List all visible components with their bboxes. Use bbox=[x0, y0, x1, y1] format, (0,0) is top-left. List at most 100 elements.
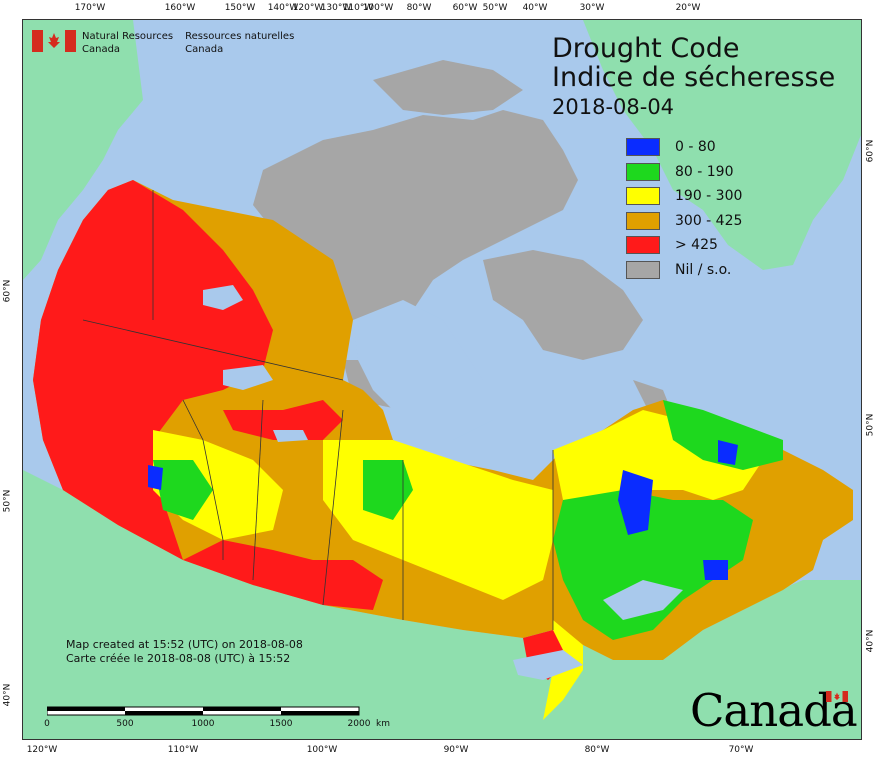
great-lakes bbox=[513, 650, 583, 680]
lat-label: 40°N bbox=[2, 683, 13, 707]
legend-item: 300 - 425 bbox=[626, 209, 742, 234]
hudson-bay bbox=[353, 300, 493, 440]
legend-label: 80 - 190 bbox=[675, 163, 734, 180]
lon-label: 80°W bbox=[406, 3, 432, 13]
legend-item: 80 - 190 bbox=[626, 160, 742, 185]
lon-label: 130°W bbox=[320, 3, 352, 13]
scale-label: 1500 bbox=[269, 719, 293, 729]
lon-label: 120°W bbox=[26, 745, 58, 755]
legend-item: 190 - 300 bbox=[626, 184, 742, 209]
great-bear-lake bbox=[203, 285, 243, 310]
gulf-st-lawrence bbox=[603, 580, 683, 620]
lat-label: 60°N bbox=[865, 139, 876, 163]
legend-swatch bbox=[626, 211, 660, 230]
agency-name-fr: Ressources naturelles Canada bbox=[185, 30, 294, 56]
region-gt-425-north bbox=[223, 400, 343, 440]
lat-label: 50°N bbox=[865, 413, 876, 437]
lon-label: 120°W bbox=[292, 3, 324, 13]
agency-en-line1: Natural Resources bbox=[82, 31, 174, 42]
scale-label: 1000 bbox=[191, 719, 215, 729]
lon-label: 70°W bbox=[728, 745, 754, 755]
map-date: 2018-08-04 bbox=[552, 95, 675, 119]
legend-label: 300 - 425 bbox=[675, 212, 743, 229]
agency-name-en: Natural Resources Canada bbox=[82, 30, 173, 56]
legend-swatch bbox=[626, 260, 660, 279]
region-80-190-quebec bbox=[553, 490, 753, 640]
region-80-190-labrador bbox=[663, 400, 783, 470]
scale-label: 2000 bbox=[347, 719, 371, 729]
lat-label: 40°N bbox=[865, 629, 876, 653]
scale-label: 0 bbox=[44, 719, 50, 729]
lon-label: 80°W bbox=[584, 745, 610, 755]
lon-label: 140°W bbox=[267, 3, 299, 13]
legend-label: 0 - 80 bbox=[675, 139, 716, 156]
legend-swatch bbox=[626, 187, 660, 206]
legend-item: 0 - 80 bbox=[626, 135, 742, 160]
scale-unit: km bbox=[376, 719, 390, 729]
boundaries bbox=[82, 190, 554, 630]
agency-fr-line1: Ressources naturelles bbox=[185, 31, 295, 42]
scale-bar-graphic bbox=[46, 706, 360, 716]
great-slave-lake bbox=[223, 365, 273, 390]
lon-label: 90°W bbox=[443, 745, 469, 755]
wordmark-flag-icon bbox=[826, 691, 848, 702]
lon-label: 50°W bbox=[482, 3, 508, 13]
legend-swatch bbox=[626, 138, 660, 157]
map-frame bbox=[22, 19, 862, 740]
legend-swatch bbox=[626, 162, 660, 181]
lon-label: 60°W bbox=[452, 3, 478, 13]
drought-map bbox=[23, 20, 861, 739]
agency-en-line2: Canada bbox=[82, 44, 121, 55]
baffin-island bbox=[483, 250, 643, 360]
lon-label: 40°W bbox=[522, 3, 548, 13]
greenland bbox=[583, 20, 861, 270]
legend-label: Nil / s.o. bbox=[675, 261, 732, 278]
ellesmere-island bbox=[373, 60, 523, 115]
scale-label: 500 bbox=[116, 719, 134, 729]
bc-alberta-boundary bbox=[182, 399, 224, 560]
canada-flag-icon bbox=[32, 30, 76, 52]
region-80-190-manitoba bbox=[363, 460, 413, 520]
credit-en: Map created at 15:52 (UTC) on 2018-08-08 bbox=[66, 638, 303, 651]
map-title: Drought Code Indice de sécheresse bbox=[552, 34, 835, 92]
usa bbox=[23, 470, 861, 739]
scale-bar: 0 500 1000 1500 2000 km bbox=[44, 705, 390, 729]
title-fr: Indice de sécheresse bbox=[552, 62, 836, 93]
region-0-80-quebec bbox=[618, 470, 653, 535]
legend-label: > 425 bbox=[675, 237, 718, 254]
sask-manitoba-boundary bbox=[322, 409, 344, 606]
agency-signature: Natural Resources Canada Ressources natu… bbox=[32, 30, 306, 56]
lon-label: 100°W bbox=[362, 3, 394, 13]
lon-label: 30°W bbox=[579, 3, 605, 13]
lat-label: 60°N bbox=[2, 279, 13, 303]
credit-fr: Carte créée le 2018-08-08 (UTC) à 15:52 bbox=[66, 652, 291, 665]
region-gt-425-west bbox=[33, 180, 273, 560]
lat-label: 50°N bbox=[2, 489, 13, 513]
alaska bbox=[23, 20, 143, 280]
legend-item: > 425 bbox=[626, 233, 742, 258]
non-canada-land bbox=[23, 20, 861, 739]
legend-swatch bbox=[626, 236, 660, 255]
region-gt-425-prairie bbox=[183, 540, 383, 610]
lon-label: 20°W bbox=[675, 3, 701, 13]
lon-label: 160°W bbox=[164, 3, 196, 13]
agency-fr-line2: Canada bbox=[185, 44, 224, 55]
water-bodies bbox=[203, 285, 683, 680]
region-80-190-alberta bbox=[153, 460, 213, 520]
lon-label: 110°W bbox=[342, 3, 374, 13]
region-0-80-anticosti bbox=[703, 560, 728, 580]
lon-label: 110°W bbox=[167, 745, 199, 755]
title-en: Drought Code bbox=[552, 33, 740, 64]
lon-label: 170°W bbox=[74, 3, 106, 13]
map-credit: Map created at 15:52 (UTC) on 2018-08-08… bbox=[66, 638, 303, 666]
legend-label: 190 - 300 bbox=[675, 188, 743, 205]
lake-athabasca bbox=[273, 430, 308, 442]
lon-label: 100°W bbox=[306, 745, 338, 755]
legend: 0 - 80 80 - 190 190 - 300 300 - 425 > 42… bbox=[626, 135, 742, 282]
territories-boundary bbox=[82, 319, 344, 381]
lon-label: 150°W bbox=[224, 3, 256, 13]
legend-item: Nil / s.o. bbox=[626, 258, 742, 283]
region-0-80-labrador bbox=[718, 440, 738, 465]
region-0-80-alberta bbox=[148, 465, 163, 490]
alberta-sask-boundary bbox=[252, 399, 264, 581]
